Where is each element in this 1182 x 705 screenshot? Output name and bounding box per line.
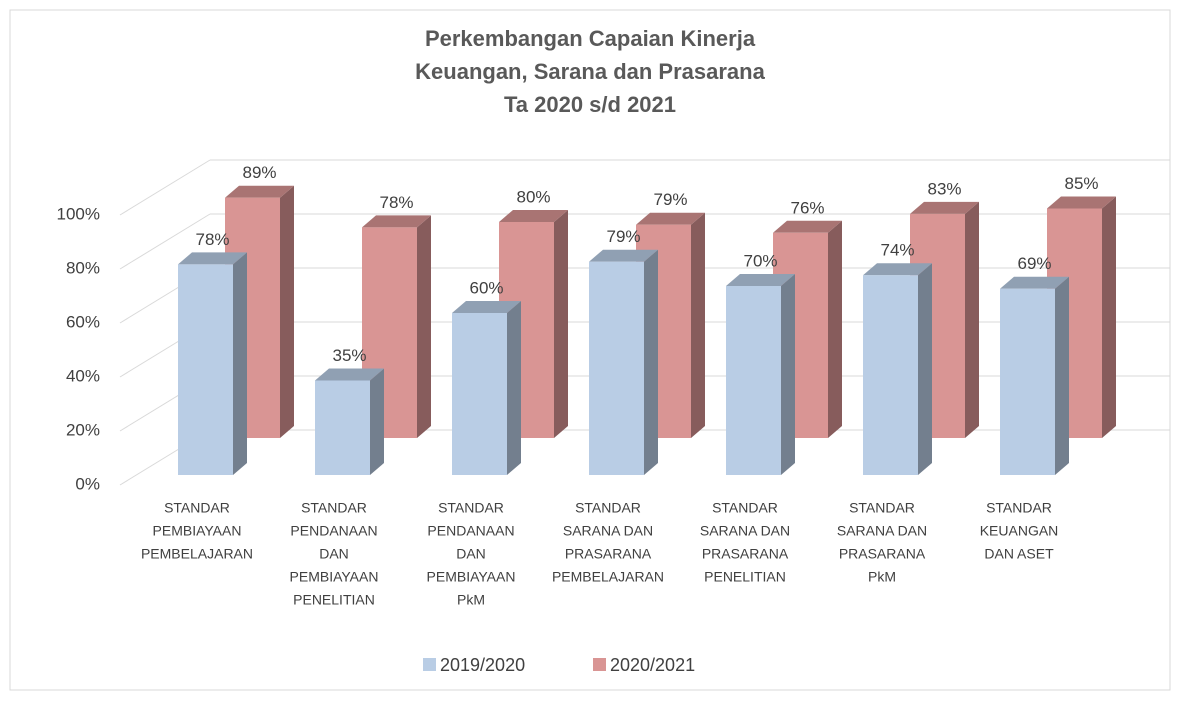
data-label: 60% — [469, 278, 503, 297]
x-tick-label: PRASARANA — [702, 546, 789, 562]
grid-line — [119, 213, 211, 270]
x-tick-label: PRASARANA — [839, 546, 926, 562]
bar-top — [863, 263, 932, 276]
bar-side — [417, 215, 431, 438]
x-tick-label: PEMBELAJARAN — [552, 569, 664, 585]
bar-top — [362, 215, 431, 228]
x-tick-label: KEUANGAN — [980, 523, 1059, 539]
bar-side — [280, 185, 294, 438]
grid-line — [119, 159, 211, 216]
bar-top — [773, 220, 842, 233]
x-tick-label: PEMBELAJARAN — [141, 546, 253, 562]
chart-title: Keuangan, Sarana dan Prasarana — [415, 59, 765, 84]
bar-top — [1000, 276, 1069, 289]
bar — [726, 286, 781, 475]
data-label: 74% — [880, 241, 914, 260]
data-label: 79% — [606, 227, 640, 246]
data-label: 80% — [516, 187, 550, 206]
x-tick-label: STANDAR — [575, 500, 641, 516]
x-tick-label: PRASARANA — [565, 546, 652, 562]
x-tick-label: STANDAR — [712, 500, 778, 516]
x-tick-label: SARANA DAN — [563, 523, 653, 539]
bar-side — [370, 368, 384, 475]
y-tick-label: 100% — [57, 204, 100, 223]
data-label: 76% — [790, 198, 824, 217]
bar — [315, 380, 370, 475]
bar-top — [636, 212, 705, 225]
x-tick-label: PEMBIAYAAN — [290, 569, 379, 585]
x-tick-label: DAN — [319, 546, 349, 562]
x-tick-label: PkM — [868, 569, 896, 585]
bar-top — [1047, 196, 1116, 209]
bar-side — [644, 249, 658, 475]
y-tick-label: 40% — [66, 366, 100, 385]
bar-side — [233, 252, 247, 475]
x-tick-label: PENDANAAN — [427, 523, 514, 539]
x-tick-label: DAN — [456, 546, 486, 562]
legend-label: 2019/2020 — [440, 655, 525, 675]
bar-side — [554, 210, 568, 438]
data-label: 70% — [743, 251, 777, 270]
bar-top — [178, 252, 247, 265]
bar-side — [1055, 276, 1069, 475]
bar-top — [452, 301, 521, 313]
x-tick-label: STANDAR — [849, 500, 915, 516]
bar-side — [965, 201, 979, 438]
chart-title: Ta 2020 s/d 2021 — [504, 92, 676, 117]
x-tick-label: PkM — [457, 592, 485, 608]
bar-side — [918, 263, 932, 475]
x-tick-label: STANDAR — [438, 500, 504, 516]
x-tick-label: STANDAR — [986, 500, 1052, 516]
bar-top — [589, 249, 658, 262]
bar-top — [726, 274, 795, 286]
x-tick-label: PENDANAAN — [290, 523, 377, 539]
bar — [863, 275, 918, 475]
x-tick-label: DAN ASET — [984, 546, 1054, 562]
x-tick-label: PEMBIAYAAN — [427, 569, 516, 585]
x-tick-label: PENELITIAN — [293, 592, 375, 608]
x-tick-label: STANDAR — [301, 500, 367, 516]
bar-side — [1102, 196, 1116, 438]
x-tick-label: SARANA DAN — [837, 523, 927, 539]
bar — [452, 313, 507, 475]
legend-swatch — [593, 658, 606, 671]
bar-top — [225, 185, 294, 198]
bar — [589, 261, 644, 475]
data-label: 78% — [379, 193, 413, 212]
data-label: 35% — [332, 346, 366, 365]
bar-side — [828, 220, 842, 438]
data-label: 83% — [927, 179, 961, 198]
bar-side — [781, 274, 795, 475]
legend-swatch — [423, 658, 436, 671]
legend-label: 2020/2021 — [610, 655, 695, 675]
bar — [178, 264, 233, 475]
bar-side — [507, 301, 521, 475]
x-tick-label: PEMBIAYAAN — [153, 523, 242, 539]
data-label: 89% — [242, 163, 276, 182]
y-tick-label: 0% — [75, 474, 100, 493]
x-tick-label: STANDAR — [164, 500, 230, 516]
bar-side — [691, 212, 705, 438]
data-label: 85% — [1064, 174, 1098, 193]
bar — [1000, 288, 1055, 475]
data-label: 79% — [653, 190, 687, 209]
bar-top — [315, 368, 384, 381]
bar-top — [499, 210, 568, 222]
x-tick-label: SARANA DAN — [700, 523, 790, 539]
chart-title: Perkembangan Capaian Kinerja — [425, 26, 756, 51]
bar-top — [910, 201, 979, 214]
y-tick-label: 20% — [66, 420, 100, 439]
y-tick-label: 60% — [66, 312, 100, 331]
data-label: 78% — [195, 230, 229, 249]
data-label: 69% — [1017, 254, 1051, 273]
y-tick-label: 80% — [66, 258, 100, 277]
x-tick-label: PENELITIAN — [704, 569, 786, 585]
